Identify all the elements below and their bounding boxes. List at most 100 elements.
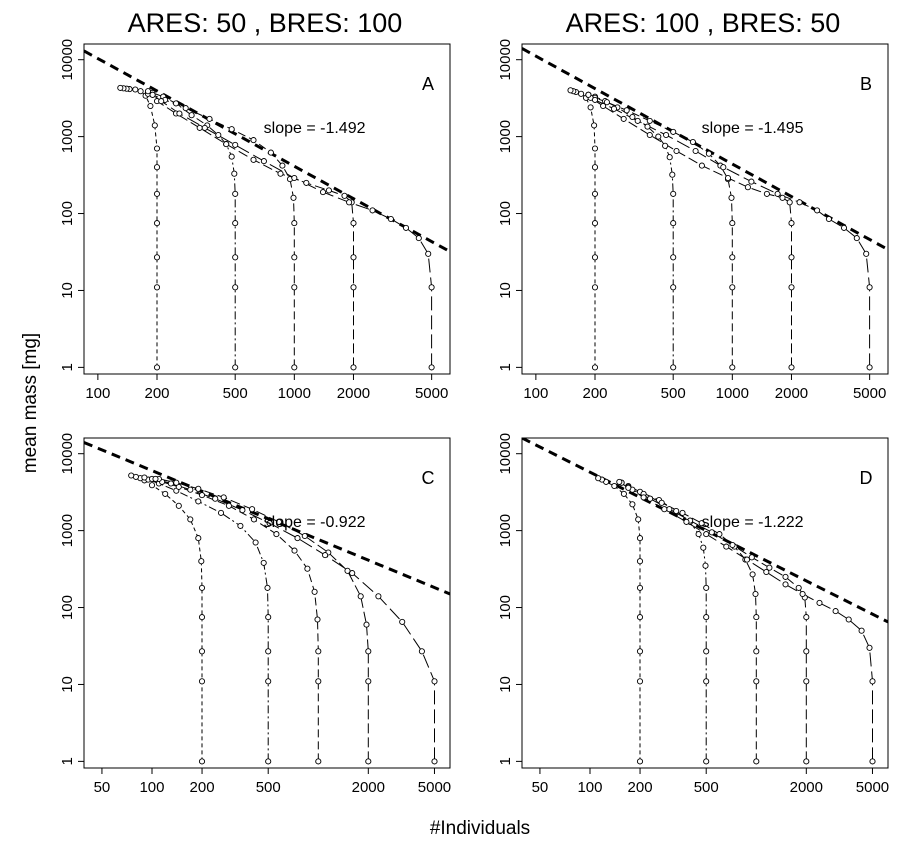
data-point — [692, 147, 699, 155]
data-point — [152, 475, 159, 482]
y-tick-label: 10000 — [497, 433, 514, 475]
data-point — [578, 90, 585, 97]
data-point — [753, 648, 760, 655]
plot-area — [84, 49, 450, 371]
data-point — [350, 220, 357, 227]
data-point — [700, 544, 707, 551]
data-point — [655, 133, 662, 140]
slope-annotation: slope = -1.492 — [264, 120, 366, 137]
x-tick-label: 50 — [94, 779, 111, 796]
data-point — [315, 758, 322, 765]
data-point — [277, 170, 284, 177]
data-point — [350, 284, 357, 291]
data-point — [363, 621, 370, 628]
data-point — [322, 552, 329, 559]
data-point — [266, 520, 273, 527]
data-point — [748, 554, 755, 561]
data-point — [291, 364, 298, 371]
data-point — [782, 581, 789, 588]
x-tick-label: 500 — [256, 779, 281, 796]
data-point — [149, 91, 156, 98]
data-point — [147, 102, 154, 110]
data-point — [291, 174, 298, 182]
data-point — [567, 87, 574, 94]
x-tick-label: 2000 — [337, 385, 370, 402]
data-point — [814, 207, 821, 214]
data-point — [187, 486, 194, 493]
data-point — [591, 96, 599, 103]
data-point — [315, 648, 322, 655]
x-tick-label: 200 — [582, 385, 607, 402]
data-point — [264, 584, 271, 591]
y-tick-label: 1000 — [497, 120, 514, 153]
data-point — [786, 199, 793, 206]
data-point — [670, 220, 677, 227]
data-point — [795, 584, 802, 591]
data-point — [724, 174, 732, 182]
data-point — [232, 254, 239, 261]
x-tick-label: 100 — [523, 385, 548, 402]
data-point — [153, 190, 161, 197]
data-point — [591, 164, 599, 171]
column-title-right: ARES: 100 , BRES: 50 — [566, 8, 841, 38]
y-tick-label: 10 — [497, 282, 514, 299]
data-point — [585, 91, 592, 98]
x-tick-label: 2000 — [775, 385, 808, 402]
series-line-1 — [598, 477, 641, 762]
data-point — [763, 190, 770, 197]
y-tick-label: 100 — [59, 595, 76, 620]
data-point — [349, 570, 356, 577]
x-tick-label: 2000 — [352, 779, 385, 796]
data-point — [591, 364, 599, 371]
x-tick-label: 100 — [577, 779, 602, 796]
data-point — [616, 478, 623, 485]
data-point — [198, 584, 206, 591]
data-point — [679, 509, 686, 516]
data-point — [869, 678, 876, 685]
data-point — [703, 648, 710, 655]
data-point — [223, 141, 230, 148]
data-point — [766, 564, 773, 571]
data-point — [698, 520, 705, 527]
series-line-2 — [621, 482, 707, 762]
data-point — [670, 190, 677, 197]
panel-letter: A — [422, 74, 434, 94]
data-point — [187, 516, 194, 523]
slope-annotation: slope = -1.495 — [702, 120, 804, 137]
series-line-1 — [120, 87, 158, 368]
data-point — [153, 284, 161, 291]
data-point — [220, 494, 227, 501]
data-point — [748, 178, 755, 185]
x-tick-label: 5000 — [415, 385, 448, 402]
x-tick-label: 500 — [661, 385, 686, 402]
x-tick-label: 100 — [85, 385, 110, 402]
data-point — [647, 495, 654, 502]
data-point — [858, 627, 865, 634]
data-point — [249, 506, 256, 513]
data-point — [703, 758, 710, 765]
data-point — [666, 154, 673, 161]
data-point — [869, 758, 876, 765]
data-point — [702, 562, 709, 569]
plot-frame — [83, 43, 451, 375]
data-point — [663, 131, 670, 139]
data-point — [173, 479, 180, 486]
data-point — [188, 112, 195, 119]
data-point — [720, 164, 727, 171]
data-point — [206, 115, 213, 122]
data-point — [232, 190, 239, 197]
x-tick-label: 100 — [139, 779, 164, 796]
series-line-2 — [147, 91, 236, 368]
y-tick-label: 1 — [497, 757, 514, 765]
data-point — [365, 678, 372, 685]
data-point — [646, 131, 653, 139]
plot-area — [84, 441, 450, 765]
data-point — [636, 678, 644, 685]
fit-line — [522, 47, 888, 251]
data-point — [153, 254, 161, 261]
data-point — [375, 593, 382, 600]
data-point — [744, 184, 751, 191]
y-tick-label: 10 — [59, 676, 76, 693]
data-point — [658, 499, 665, 506]
data-point — [314, 616, 321, 623]
